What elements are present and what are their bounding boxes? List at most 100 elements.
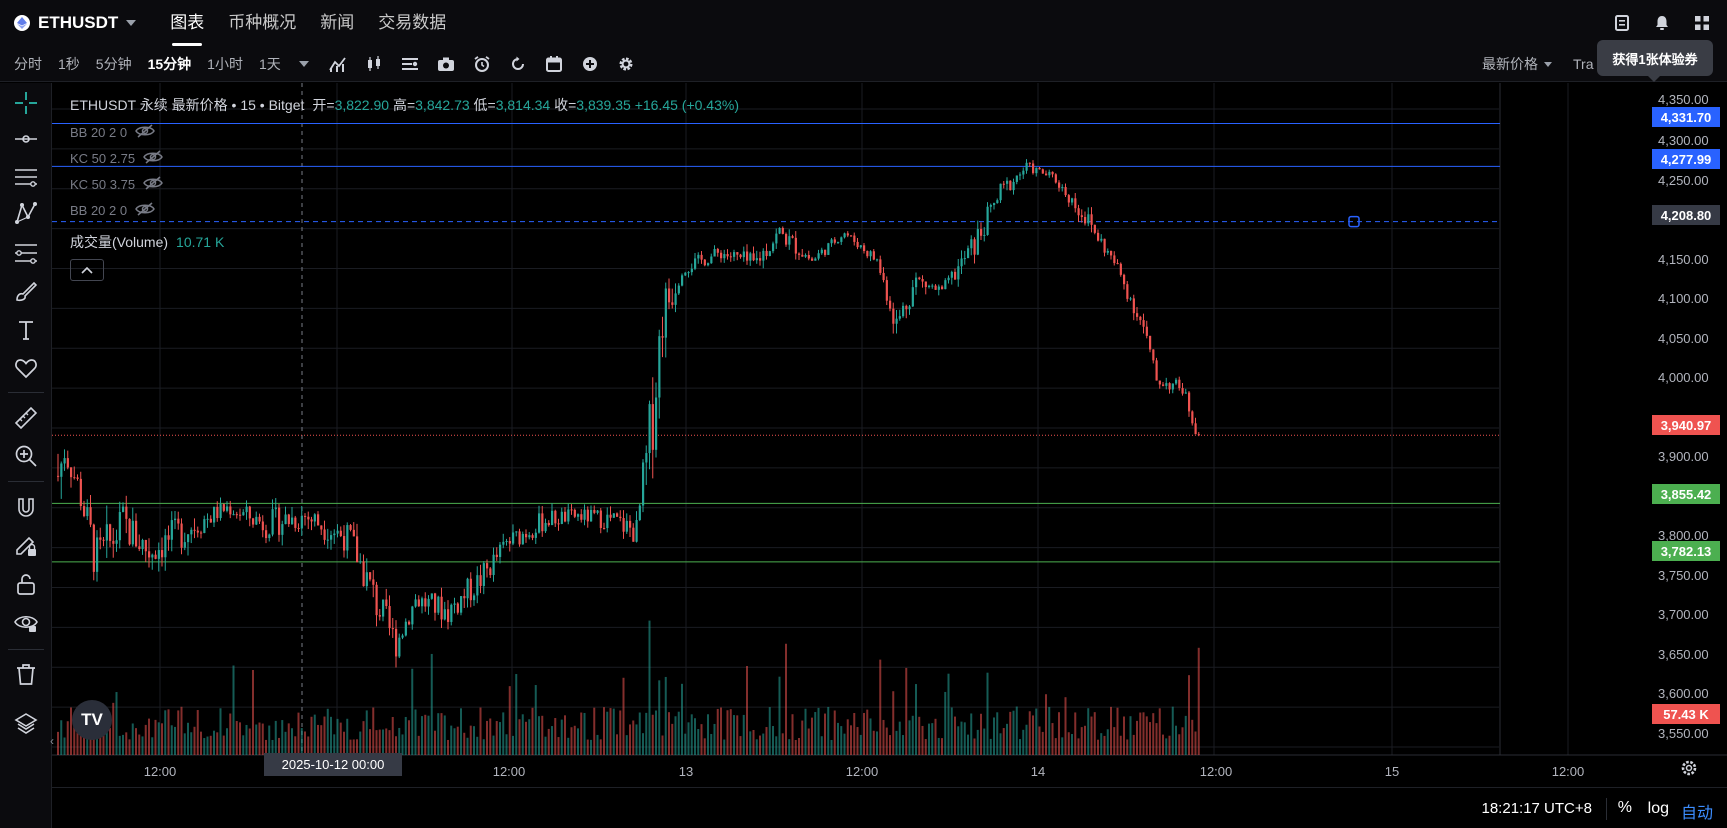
clock[interactable]: 18:21:17 UTC+8 [1481, 800, 1593, 817]
trend-line-icon[interactable] [11, 124, 41, 154]
candle-body [811, 258, 814, 261]
price-tag-line-3[interactable]: 4,208.80 [1652, 205, 1720, 225]
volume-bar [1136, 720, 1138, 755]
horizontal-lines-icon[interactable] [11, 162, 41, 192]
text-icon[interactable] [11, 315, 41, 345]
layers-icon[interactable] [11, 709, 41, 739]
indicator-bb-2[interactable]: BB 20 2 0 [70, 197, 163, 223]
symbol-selector[interactable]: ETHUSDT [14, 13, 137, 33]
add-circle-icon[interactable] [579, 53, 601, 75]
ruler-icon[interactable] [11, 403, 41, 433]
candle-body [762, 250, 765, 261]
candle-type-icon[interactable] [363, 53, 385, 75]
volume-bar [99, 731, 102, 755]
candle-body [879, 259, 882, 273]
unlock-icon[interactable] [11, 569, 41, 599]
price-chart[interactable] [52, 83, 1727, 828]
replay-icon[interactable] [507, 53, 529, 75]
template-icon[interactable] [399, 53, 421, 75]
lock-drawing-icon[interactable] [11, 531, 41, 561]
volume-bar [404, 716, 407, 755]
more-intervals-dropdown[interactable] [298, 60, 309, 67]
tradingview-logo-icon[interactable]: TV [72, 700, 112, 740]
settings-gear-icon[interactable] [615, 53, 637, 75]
volume-bar [1002, 728, 1005, 755]
auto-scale-toggle[interactable]: 自动 [1680, 805, 1713, 822]
volume-bar [265, 739, 267, 755]
candle-body [775, 233, 778, 244]
tab-news[interactable]: 新闻 [320, 13, 355, 32]
collapse-legend-button[interactable] [70, 259, 104, 281]
candle-body [752, 253, 755, 261]
interval-15m[interactable]: 15分钟 [147, 55, 192, 72]
candle-body [567, 509, 570, 522]
layout-grid-icon[interactable] [1691, 12, 1713, 34]
log-scale-toggle[interactable]: log [1647, 800, 1669, 817]
candle-body [339, 530, 342, 537]
candle-body [1061, 187, 1064, 189]
chart-settings-icon[interactable] [1678, 757, 1700, 779]
collapse-sidebar-icon[interactable]: ‹ [50, 734, 54, 748]
trash-icon[interactable] [11, 659, 41, 689]
volume-bar [476, 736, 479, 755]
volume-bar [1155, 723, 1158, 755]
candle-body [226, 506, 229, 511]
eye-hidden-icon[interactable] [143, 175, 163, 193]
notes-icon[interactable] [1611, 12, 1633, 34]
bottom-bar: 18:21:17 UTC+8 % log 自动 [52, 787, 1727, 828]
candle-body [398, 637, 401, 657]
volume-bar [889, 735, 891, 755]
price-tag-support-2[interactable]: 3,782.13 [1652, 541, 1720, 561]
volume-bar [1191, 719, 1194, 755]
tab-coin-overview[interactable]: 币种概况 [228, 13, 297, 32]
eye-hidden-icon[interactable] [143, 149, 163, 167]
pattern-icon[interactable] [11, 198, 41, 228]
alarm-clock-icon[interactable] [471, 53, 493, 75]
interval-1s[interactable]: 1秒 [58, 55, 80, 72]
trade-button[interactable]: Tra [1573, 56, 1594, 72]
interval-5m[interactable]: 5分钟 [95, 55, 132, 72]
magnet-icon[interactable] [11, 493, 41, 523]
interval-tick[interactable]: 分时 [14, 55, 42, 72]
heart-icon[interactable] [11, 353, 41, 383]
price-tag-support-1[interactable]: 3,855.42 [1652, 484, 1720, 504]
volume-bar [1158, 708, 1161, 755]
interval-1d[interactable]: 1天 [258, 55, 281, 72]
candle-body [889, 300, 892, 309]
interval-1h[interactable]: 1小时 [207, 55, 243, 72]
visibility-icon[interactable] [11, 607, 41, 637]
candle-body [830, 239, 833, 244]
indicators-icon[interactable] [327, 53, 349, 75]
candle-body [476, 575, 479, 596]
candle-body [560, 511, 563, 524]
brush-icon[interactable] [11, 276, 41, 306]
indicator-kc-275[interactable]: KC 50 2.75 [70, 145, 163, 171]
price-tag-line-2[interactable]: 4,277.99 [1652, 149, 1720, 169]
tab-chart[interactable]: 图表 [158, 0, 216, 46]
volume-bar [473, 726, 475, 755]
voucher-tooltip[interactable]: 获得1张体验券 [1597, 40, 1713, 82]
indicator-bb[interactable]: BB 20 2 0 [70, 119, 163, 145]
candle-body [63, 458, 66, 464]
price-tag-line-1[interactable]: 4,331.70 [1652, 107, 1720, 127]
crosshair-icon[interactable] [11, 88, 41, 118]
indicator-kc-375[interactable]: KC 50 3.75 [70, 171, 163, 197]
candle-body [382, 599, 385, 617]
eye-hidden-icon[interactable] [135, 201, 155, 219]
candle-body [645, 453, 648, 463]
price-type-dropdown[interactable]: 最新价格 [1482, 46, 1552, 82]
calendar-icon[interactable] [543, 53, 565, 75]
alarm-icon[interactable] [1651, 12, 1673, 34]
zoom-in-icon[interactable] [11, 441, 41, 471]
volume-bar [625, 735, 628, 755]
chevron-down-icon [126, 20, 137, 26]
eye-hidden-icon[interactable] [135, 123, 155, 141]
percent-scale-toggle[interactable]: % [1617, 799, 1632, 816]
volume-bar [768, 707, 771, 755]
fib-tool-icon[interactable] [11, 238, 41, 268]
toolbar-divider [8, 481, 44, 482]
camera-icon[interactable] [435, 53, 457, 75]
tab-trading-data[interactable]: 交易数据 [378, 13, 447, 32]
candle-body [1103, 238, 1106, 253]
chart-pane[interactable] [52, 83, 1727, 828]
